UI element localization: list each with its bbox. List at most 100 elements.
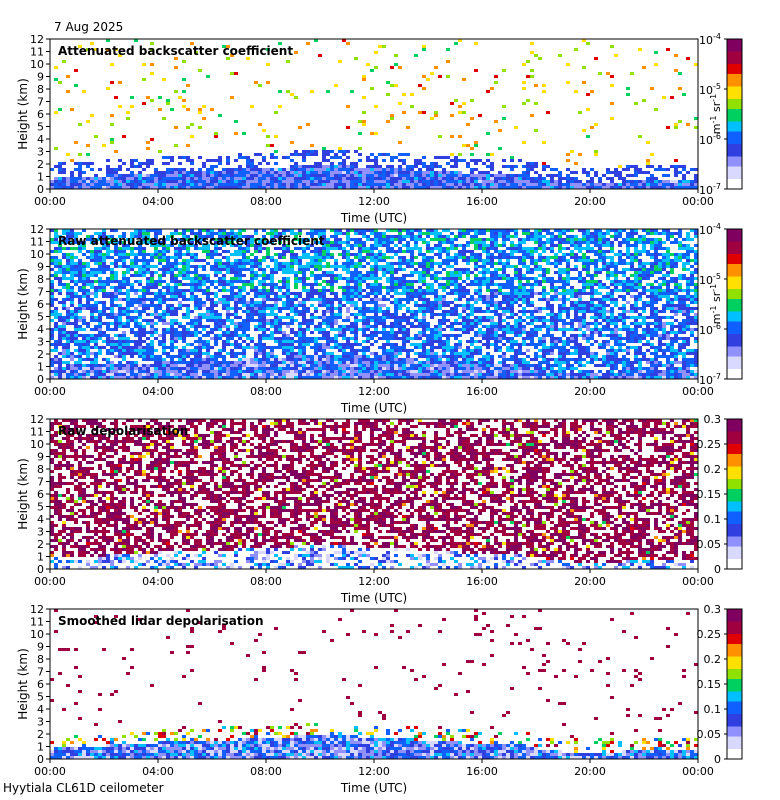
y-tick-label: 5 (37, 311, 44, 324)
colorbar-band (727, 539, 742, 543)
y-tick-label: 7 (37, 96, 44, 109)
y-tick-label: 0 (37, 563, 44, 576)
colorbar-band (727, 364, 742, 368)
colorbar-band (727, 444, 742, 448)
heatmap-cells (50, 609, 698, 759)
y-tick-label: 10 (30, 248, 44, 261)
colorbar-frame (726, 38, 743, 190)
colorbar-band (727, 686, 742, 690)
colorbar-band (727, 184, 742, 188)
colorbar-tick-label: 0.05 (697, 538, 722, 551)
colorbar-band (727, 294, 742, 298)
colorbar-band (727, 109, 742, 113)
colorbar-band (727, 116, 742, 120)
colorbar-band (727, 331, 742, 335)
colorbar-band (727, 66, 742, 70)
chart-panel-2: Raw attenuated backscatter coefficient01… (16, 222, 743, 415)
colorbar-band (727, 494, 742, 498)
colorbar-band (727, 166, 742, 170)
colorbar-unit-label: m-1 sr-1 (709, 284, 723, 324)
colorbar-band (727, 259, 742, 263)
colorbar-band (727, 426, 742, 430)
colorbar-band (727, 114, 742, 118)
colorbar-band (727, 706, 742, 710)
colorbar-band (727, 674, 742, 678)
colorbar-band (727, 531, 742, 535)
y-tick-label: 9 (37, 261, 44, 274)
colorbar-band (727, 476, 742, 480)
y-tick-label: 4 (37, 703, 44, 716)
colorbar-band (727, 551, 742, 555)
colorbar-band (727, 756, 742, 760)
colorbar-band (727, 74, 742, 78)
y-tick-label: 4 (37, 513, 44, 526)
y-tick-label: 11 (30, 236, 44, 249)
x-tick-label: 00:00 (34, 195, 66, 208)
y-tick-label: 2 (37, 538, 44, 551)
colorbar-band (727, 356, 742, 360)
y-tick-label: 12 (30, 33, 44, 46)
colorbar-band (727, 684, 742, 688)
colorbar-band (727, 629, 742, 633)
colorbar-band (727, 639, 742, 643)
y-tick-label: 1 (37, 361, 44, 374)
colorbar-band (727, 649, 742, 653)
x-axis-label: Time (UTC) (340, 781, 407, 795)
y-tick-label: 5 (37, 691, 44, 704)
colorbar-band (727, 556, 742, 560)
x-tick-label: 00:00 (34, 575, 66, 588)
colorbar-band (727, 439, 742, 443)
chart-title: Smoothed lidar depolarisation (58, 614, 264, 628)
colorbar-band (727, 544, 742, 548)
colorbar-band (727, 264, 742, 268)
colorbar-band (727, 106, 742, 110)
colorbar-tick-label: 0.3 (704, 413, 722, 426)
x-tick-label: 16:00 (466, 385, 498, 398)
colorbar-band (727, 734, 742, 738)
colorbar-band (727, 96, 742, 100)
colorbar-band (727, 736, 742, 740)
y-tick-label: 0 (37, 183, 44, 196)
chart-title: Attenuated backscatter coefficient (58, 44, 293, 58)
colorbar-band (727, 609, 742, 613)
colorbar-band (727, 614, 742, 618)
colorbar-band (727, 661, 742, 665)
colorbar-band (727, 261, 742, 265)
chart-title: Raw depolarisation (58, 424, 188, 438)
colorbar-band (727, 711, 742, 715)
colorbar-band (727, 334, 742, 338)
colorbar-band (727, 441, 742, 445)
colorbar-band (727, 419, 742, 423)
colorbar-band (727, 681, 742, 685)
colorbar-band (727, 369, 742, 373)
y-tick-label: 9 (37, 71, 44, 84)
colorbar-band (727, 431, 742, 435)
y-tick-label: 12 (30, 413, 44, 426)
colorbar-band (727, 311, 742, 315)
y-tick-label: 8 (37, 83, 44, 96)
colorbar-band (727, 171, 742, 175)
colorbar-band (727, 641, 742, 645)
y-tick-label: 10 (30, 58, 44, 71)
colorbar-band (727, 271, 742, 275)
colorbar-band (727, 611, 742, 615)
y-axis-label: Height (km) (16, 78, 30, 149)
y-tick-label: 7 (37, 476, 44, 489)
x-axis-label: Time (UTC) (340, 401, 407, 415)
colorbar-band (727, 436, 742, 440)
colorbar-band (727, 481, 742, 485)
colorbar-band (727, 676, 742, 680)
colorbar-band (727, 119, 742, 123)
colorbar-band (727, 354, 742, 358)
colorbar-band (727, 349, 742, 353)
colorbar-band (727, 541, 742, 545)
colorbar-band (727, 151, 742, 155)
colorbar-band (727, 729, 742, 733)
x-tick-label: 12:00 (358, 765, 390, 778)
colorbar-band (727, 361, 742, 365)
colorbar-band (727, 464, 742, 468)
colorbar-band (727, 51, 742, 55)
colorbar-band (727, 144, 742, 148)
colorbar-band (727, 669, 742, 673)
colorbar-band (727, 491, 742, 495)
